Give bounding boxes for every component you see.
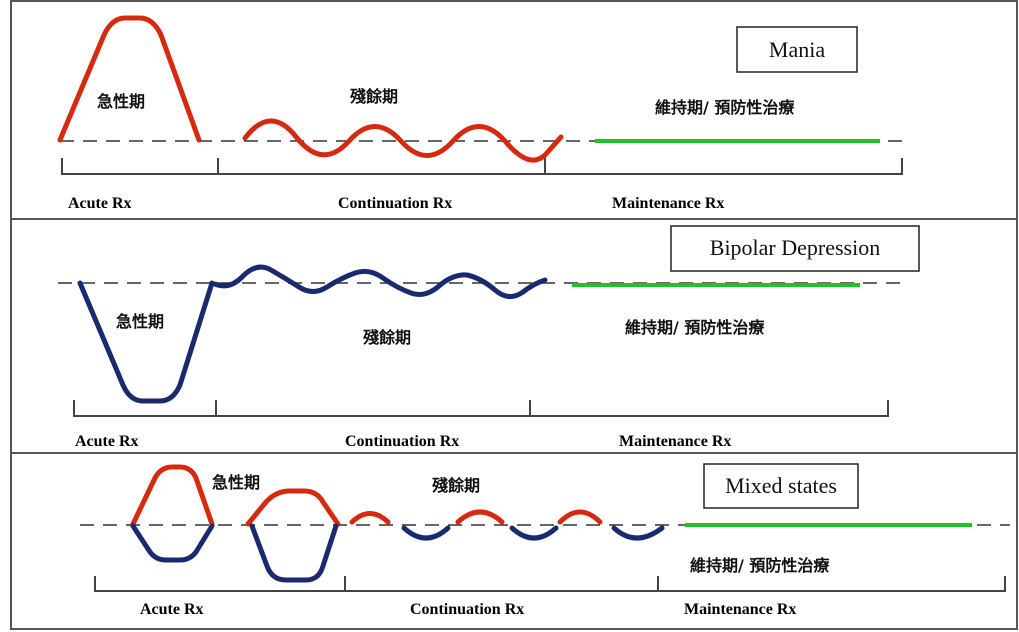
panel-title: Mania [769, 37, 825, 62]
acute-depression-curve [77, 280, 215, 404]
acute-mixed-depression-curve-1 [130, 523, 215, 563]
panel-title-box [736, 26, 858, 73]
maintenance-phase-label: 維持期/ 預防性治療 [625, 318, 765, 337]
continuation-mania-hump [349, 511, 391, 525]
continuation-phase-label: 殘餘期 [350, 87, 398, 106]
continuation-depression-dip [611, 525, 665, 541]
maintenance-rx-label: Maintenance Rx [612, 195, 724, 212]
panel-title: Bipolar Depression [710, 235, 880, 260]
panel-title-box [703, 463, 859, 509]
panel-title: Mixed states [725, 473, 837, 498]
continuation-depression-dip [509, 525, 559, 541]
panel-mixed-states: Mixed states 急性期 殘餘期 維持期/ 預防性治療 Acute Rx… [80, 463, 1010, 618]
diagram-frame [10, 0, 1018, 630]
continuation-rx-label: Continuation Rx [345, 433, 459, 450]
acute-mania-curve [57, 15, 202, 143]
maintenance-phase-label: 維持期/ 預防性治療 [655, 98, 795, 117]
timeline-bracket [73, 400, 889, 417]
maintenance-phase-label: 維持期/ 預防性治療 [690, 556, 830, 575]
timeline-bracket [94, 576, 1006, 592]
continuation-depression-dip [401, 525, 451, 541]
panel-bipolar-depression: Bipolar Depression 急性期 殘餘期 維持期/ 預防性治療 Ac… [58, 225, 920, 450]
continuation-depression-wave [212, 264, 548, 299]
acute-phase-label: 急性期 [97, 92, 145, 111]
panel-mania: Mania 急性期 殘餘期 維持期/ 預防性治療 Acute Rx Contin… [57, 15, 905, 212]
acute-phase-label: 急性期 [116, 312, 164, 331]
continuation-phase-label: 殘餘期 [363, 328, 411, 347]
acute-rx-label: Acute Rx [140, 601, 204, 618]
acute-rx-label: Acute Rx [68, 195, 132, 212]
continuation-mania-wave [242, 118, 564, 163]
acute-phase-label: 急性期 [212, 473, 260, 492]
acute-rx-label: Acute Rx [75, 433, 139, 450]
continuation-rx-label: Continuation Rx [410, 601, 524, 618]
timeline-bracket [61, 158, 903, 175]
acute-mixed-mania-curve-1 [130, 464, 215, 527]
acute-mixed-depression-curve-2 [249, 523, 339, 583]
continuation-mania-hump [455, 509, 505, 525]
maintenance-rx-label: Maintenance Rx [619, 433, 731, 450]
continuation-rx-label: Continuation Rx [338, 195, 452, 212]
maintenance-rx-label: Maintenance Rx [684, 601, 796, 618]
continuation-phase-label: 殘餘期 [432, 476, 480, 495]
panel-title-box [670, 225, 920, 272]
acute-mixed-mania-curve-2 [245, 488, 341, 527]
continuation-mania-hump [557, 509, 603, 525]
